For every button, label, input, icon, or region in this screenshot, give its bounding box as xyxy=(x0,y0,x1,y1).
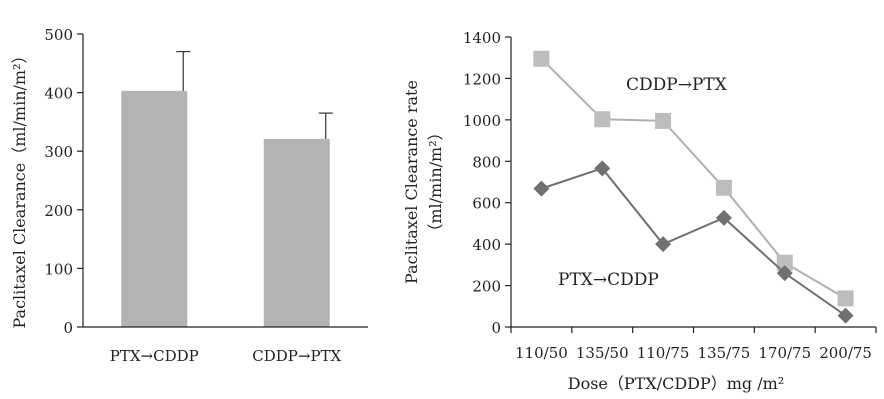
bar xyxy=(121,90,188,327)
series-point xyxy=(776,254,793,271)
bar-x-tick-label: PTX→CDDP xyxy=(110,347,199,365)
series-point xyxy=(533,50,550,67)
series-line xyxy=(541,167,847,317)
line-y-axis-label-line2: （ml/min/m²） xyxy=(426,124,445,239)
line-y-tick-label: 1000 xyxy=(463,112,501,130)
bar-x-ticks: PTX→CDDP CDDP→PTX xyxy=(110,347,342,365)
line-x-ticks: 110/50 135/50 110/75 135/75 170/75 200/75 xyxy=(510,327,877,362)
series-point xyxy=(837,290,854,307)
series-label-cddp-ptx: CDDP→PTX xyxy=(626,75,728,95)
bar-chart: 0 100 200 300 400 500 PTX→CDDP CDDP→PTX Paclit… xyxy=(10,26,368,365)
bar-y-tick-label: 100 xyxy=(44,260,73,278)
line-x-tick-label: 135/75 xyxy=(698,344,751,362)
series-point xyxy=(594,111,611,128)
line-y-tick-label: 400 xyxy=(472,236,501,254)
series-label-ptx-cddp: PTX→CDDP xyxy=(558,270,659,290)
series-point xyxy=(655,112,672,129)
line-y-tick-label: 600 xyxy=(472,195,501,213)
series-point xyxy=(594,160,611,177)
line-x-tick-label: 170/75 xyxy=(758,344,811,362)
series-point xyxy=(715,179,732,196)
line-y-axis-label-line1: Paclitaxel Clearance rate xyxy=(402,80,421,284)
series-line xyxy=(540,58,847,300)
series-point xyxy=(776,265,793,282)
bar xyxy=(263,138,330,327)
line-x-axis-label: Dose（PTX/CDDP）mg /m² xyxy=(568,374,785,393)
line-y-ticks: 0 200 400 600 800 1000 1200 1400 xyxy=(463,29,511,337)
line-y-tick-label: 1200 xyxy=(463,70,501,88)
line-series xyxy=(533,50,854,324)
series-point xyxy=(533,180,550,197)
series-point xyxy=(655,236,672,253)
bar-y-tick-label: 300 xyxy=(44,143,73,161)
bar-y-tick-label: 0 xyxy=(63,319,73,337)
line-x-tick-label: 135/50 xyxy=(576,344,629,362)
bar-y-ticks: 0 100 200 300 400 500 xyxy=(44,26,83,337)
bar-y-tick-label: 400 xyxy=(44,85,73,103)
bar-bars xyxy=(121,50,333,327)
line-x-tick-label: 200/75 xyxy=(819,344,872,362)
line-x-tick-label: 110/75 xyxy=(637,344,690,362)
bar-y-tick-label: 200 xyxy=(44,202,73,220)
bar-y-axis-label: Paclitaxel Clearance（ml/min/m²） xyxy=(10,48,29,329)
bar-y-tick-label: 500 xyxy=(44,26,73,44)
series-point xyxy=(715,209,732,226)
line-y-tick-label: 0 xyxy=(491,319,501,337)
bar-x-tick-label: CDDP→PTX xyxy=(252,347,341,365)
line-y-tick-label: 800 xyxy=(472,153,501,171)
line-y-tick-label: 1400 xyxy=(463,29,501,47)
line-y-tick-label: 200 xyxy=(472,278,501,296)
line-x-tick-label: 110/50 xyxy=(515,344,568,362)
series-point xyxy=(837,307,854,324)
